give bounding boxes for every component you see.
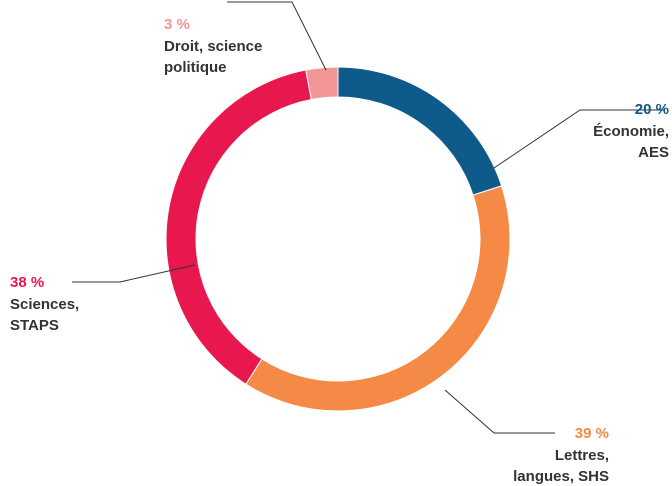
slice-category-label-3-line-1: politique xyxy=(164,59,227,76)
slice-category-label-2-line-0: Sciences, xyxy=(10,296,79,313)
slice-category-label-3-line-0: Droit, science xyxy=(164,38,262,55)
slice-category-label-0-line-0: Économie, xyxy=(593,123,669,140)
slice-category-label-0-line-1: AES xyxy=(638,144,669,161)
slices-group xyxy=(165,66,511,412)
slice-percent-label-2: 38 % xyxy=(10,274,44,291)
leader-line-2 xyxy=(72,264,196,283)
slice-category-label-1-line-0: Lettres, xyxy=(555,447,609,464)
slice-3 xyxy=(305,66,339,101)
slice-category-label-1-line-1: langues, SHS xyxy=(513,468,609,485)
slice-percent-label-0: 20 % xyxy=(635,101,669,118)
slice-percent-label-1: 39 % xyxy=(575,425,609,442)
leader-line-0 xyxy=(493,109,664,169)
slice-2 xyxy=(165,69,312,385)
slice-category-label-2-line-1: STAPS xyxy=(10,317,59,334)
slice-percent-label-3: 3 % xyxy=(164,16,190,33)
slice-0 xyxy=(337,66,503,196)
slice-1 xyxy=(245,185,511,412)
leader-line-1 xyxy=(444,389,555,434)
labels-group: 20 % Économie, AES 39 % Lettres, langues, SHS… xyxy=(10,1,669,485)
leader-line-3 xyxy=(227,1,327,71)
